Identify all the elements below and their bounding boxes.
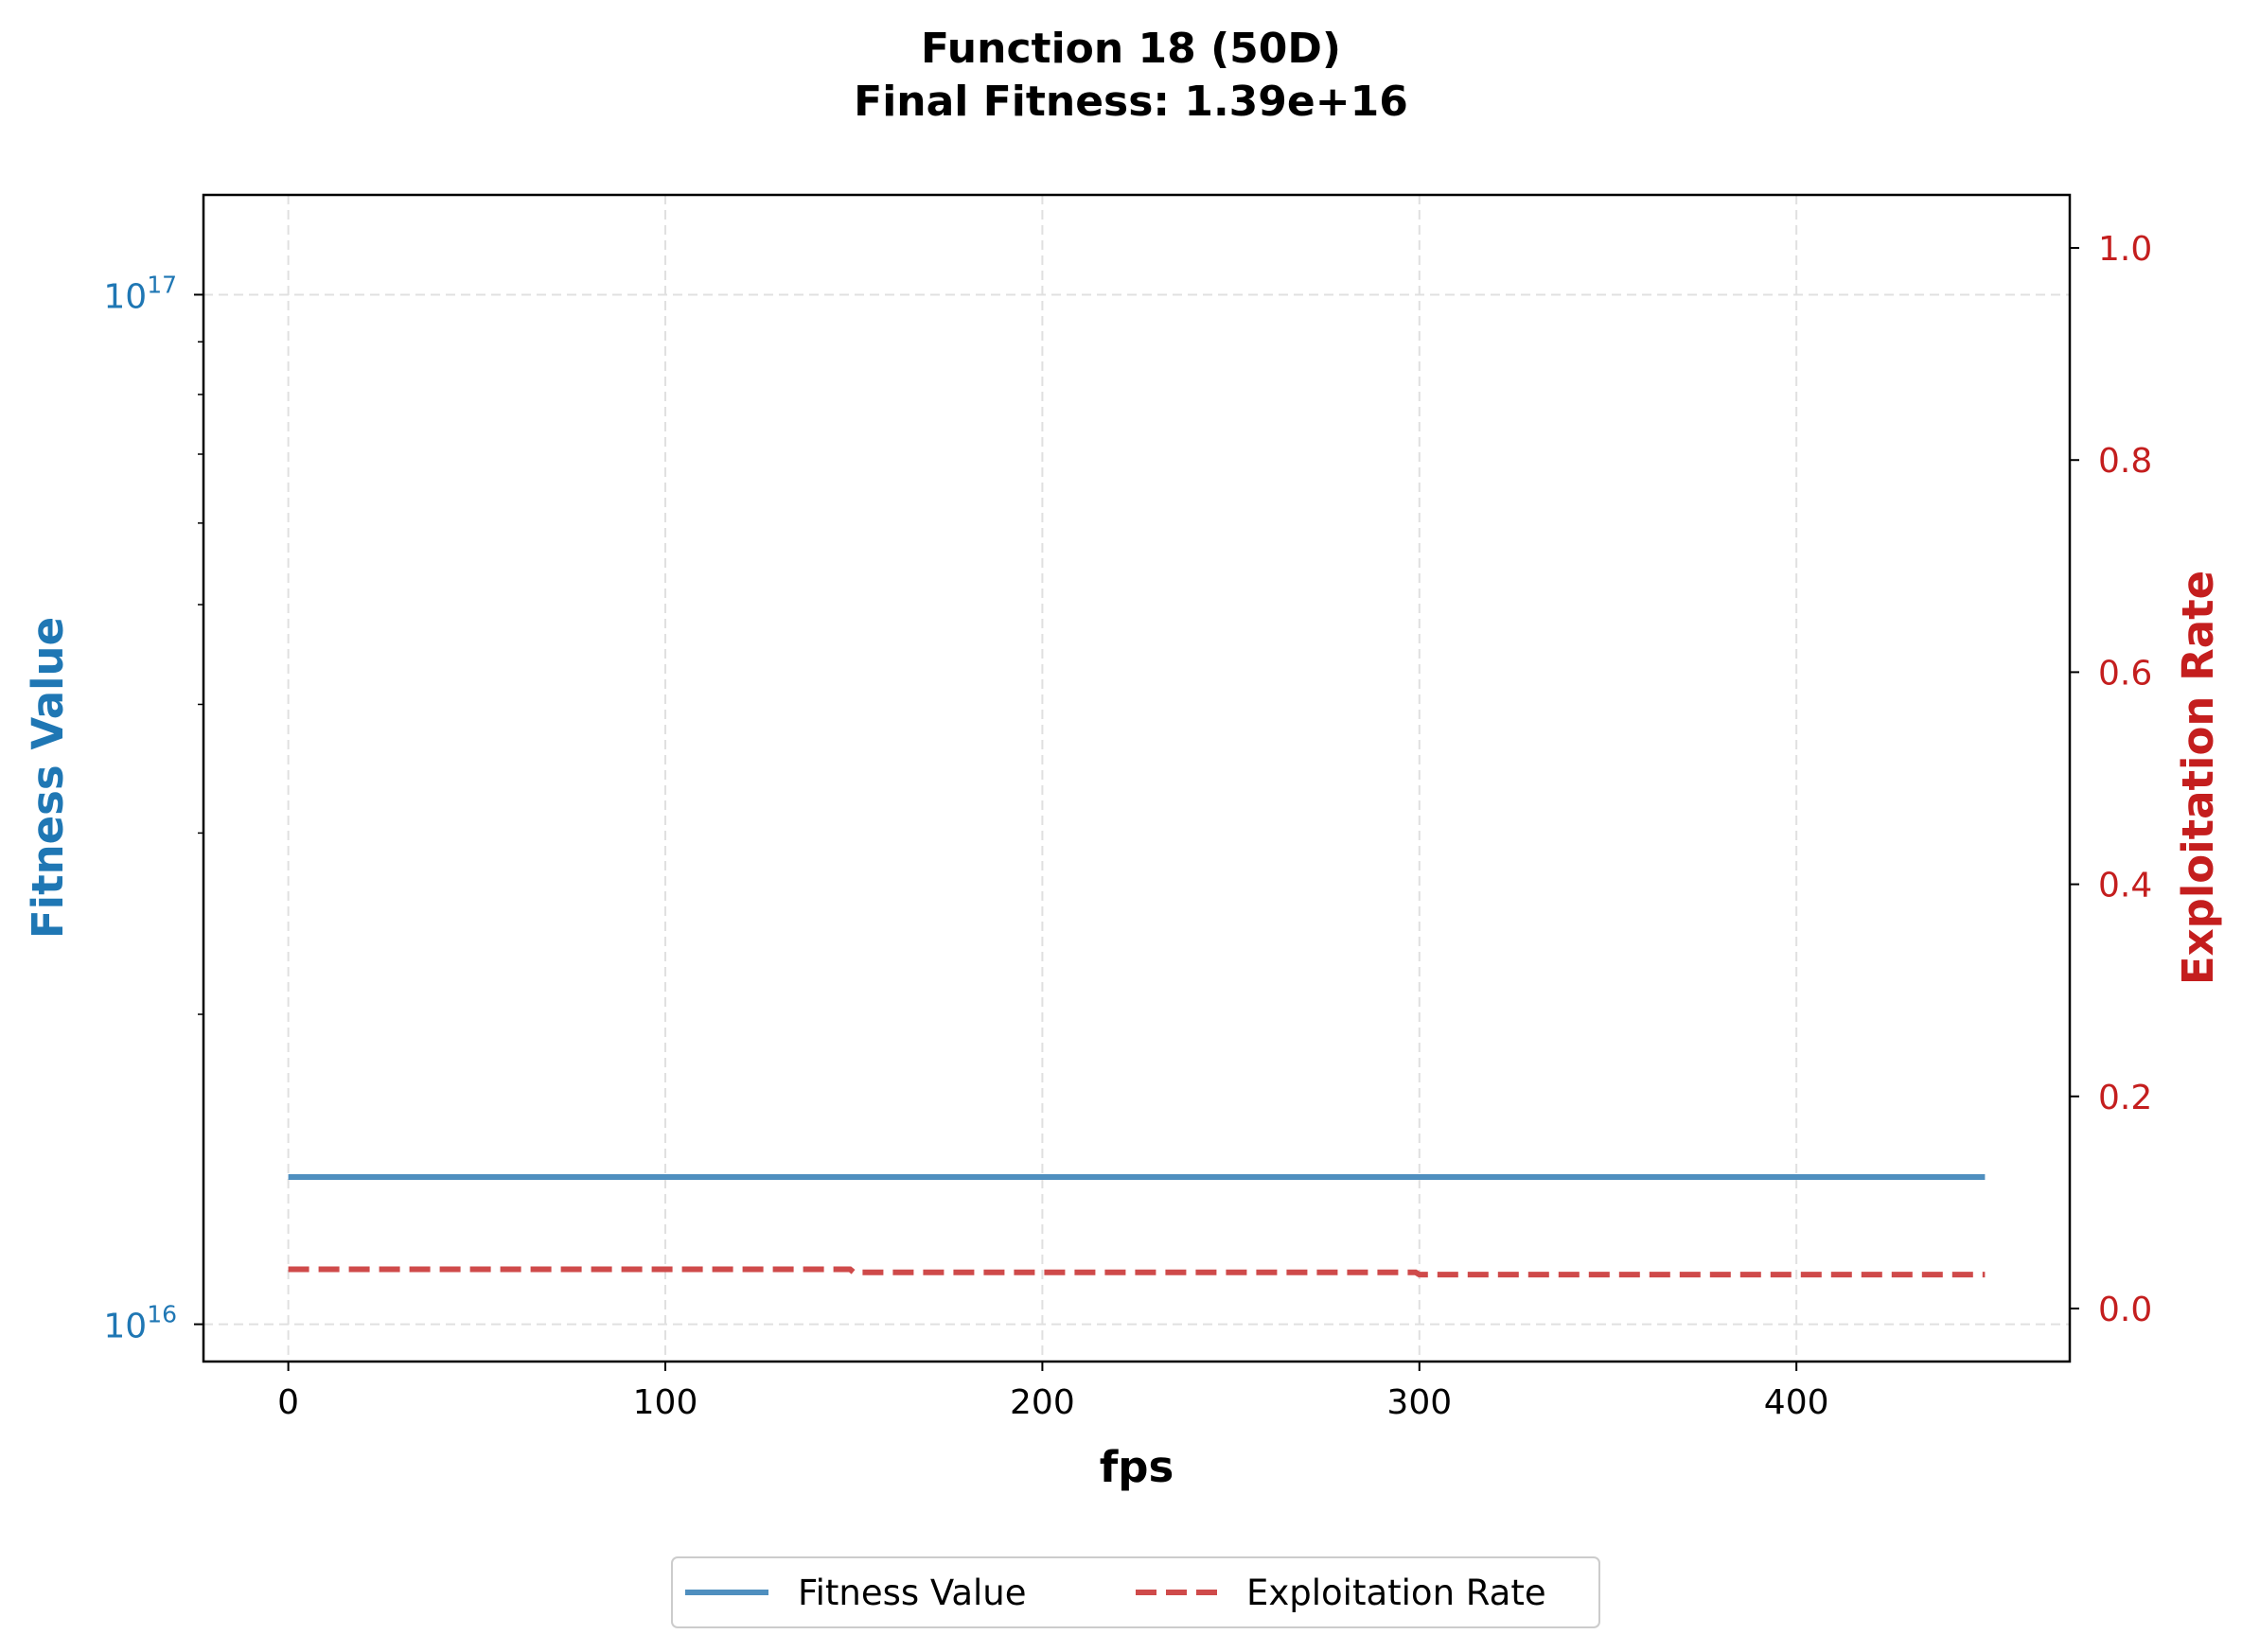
y-left-tick-label-1: 1017 bbox=[103, 271, 177, 316]
chart-subtitle: Final Fitness: 1.39e+16 bbox=[854, 78, 1408, 126]
y-right-tick-label-5: 1.0 bbox=[2098, 230, 2152, 269]
y-right-tick-label-1: 0.2 bbox=[2098, 1079, 2152, 1117]
y-right-tick-label-4: 0.8 bbox=[2098, 442, 2152, 481]
series-layer bbox=[288, 1174, 1986, 1278]
y-right-tick-label-2: 0.4 bbox=[2098, 867, 2152, 905]
x-tick-label-1: 100 bbox=[633, 1383, 698, 1422]
x-axis-label: fps bbox=[1100, 1442, 1174, 1492]
y-right-tick-label-0: 0.0 bbox=[2098, 1291, 2152, 1329]
legend: Fitness Value Exploitation Rate bbox=[671, 1556, 1600, 1628]
legend-label-fitness: Fitness Value bbox=[798, 1573, 1027, 1613]
plot-frame bbox=[202, 193, 2072, 1363]
y-right-tick-label-3: 0.6 bbox=[2098, 654, 2152, 693]
x-tick-label-0: 0 bbox=[277, 1383, 299, 1422]
series-line-1 bbox=[288, 1266, 1986, 1278]
y-left-axis-label: Fitness Value bbox=[23, 617, 73, 939]
legend-label-exploitation: Exploitation Rate bbox=[1246, 1573, 1546, 1613]
chart-title: Function 18 (50D) bbox=[921, 25, 1341, 73]
x-tick-label-4: 400 bbox=[1764, 1383, 1829, 1422]
x-axis: 0 100 200 300 400 bbox=[277, 1362, 1829, 1422]
y-right-axis: 0.0 0.2 0.4 0.6 0.8 1.0 bbox=[2070, 230, 2152, 1329]
x-tick-label-2: 200 bbox=[1010, 1383, 1075, 1422]
y-left-axis: 1016 1017 bbox=[103, 271, 203, 1346]
x-tick-label-3: 300 bbox=[1386, 1383, 1452, 1422]
grid bbox=[203, 195, 2070, 1362]
y-left-tick-label-0: 1016 bbox=[103, 1301, 177, 1346]
y-right-axis-label: Exploitation Rate bbox=[2173, 571, 2223, 985]
